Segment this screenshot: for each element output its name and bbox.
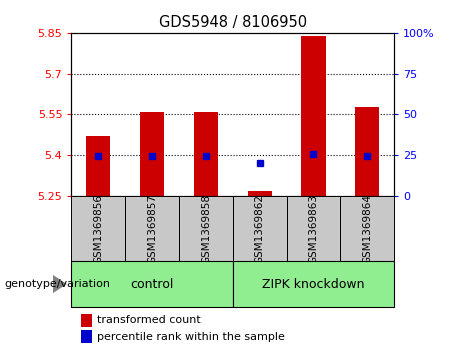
Bar	[179, 196, 233, 261]
Text: genotype/variation: genotype/variation	[5, 279, 111, 289]
Bar	[355, 107, 379, 196]
Bar	[194, 113, 218, 196]
Bar	[140, 112, 164, 196]
Bar	[340, 196, 394, 261]
Text: GSM1369858: GSM1369858	[201, 194, 211, 264]
Bar	[71, 196, 125, 261]
Bar	[248, 191, 272, 196]
Bar	[287, 196, 340, 261]
Text: transformed count: transformed count	[97, 315, 201, 325]
Bar	[125, 196, 179, 261]
Bar	[301, 36, 325, 196]
Bar	[233, 196, 287, 261]
Text: GSM1369864: GSM1369864	[362, 194, 372, 264]
Text: ZIPK knockdown: ZIPK knockdown	[262, 278, 365, 290]
Title: GDS5948 / 8106950: GDS5948 / 8106950	[159, 15, 307, 30]
Text: control: control	[130, 278, 174, 290]
Text: GSM1369862: GSM1369862	[254, 194, 265, 264]
Bar	[71, 261, 233, 307]
Text: GSM1369863: GSM1369863	[308, 194, 319, 264]
Text: GSM1369857: GSM1369857	[147, 194, 157, 264]
Text: percentile rank within the sample: percentile rank within the sample	[97, 332, 285, 342]
Polygon shape	[53, 275, 67, 293]
Text: GSM1369856: GSM1369856	[93, 194, 103, 264]
Bar	[233, 261, 394, 307]
Bar	[86, 136, 111, 196]
